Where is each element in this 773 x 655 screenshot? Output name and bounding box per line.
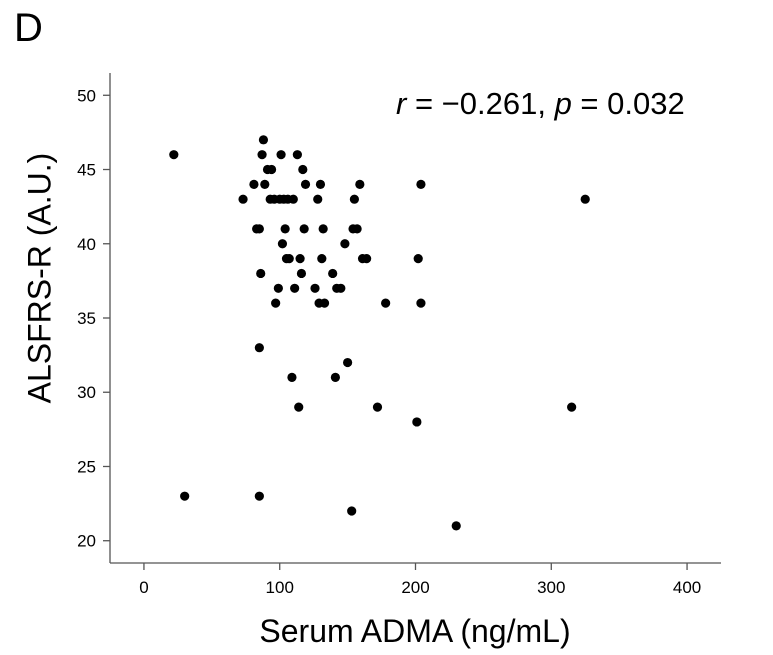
data-point bbox=[169, 150, 179, 160]
data-point bbox=[319, 298, 330, 308]
data-point bbox=[416, 298, 426, 308]
data-point bbox=[298, 164, 308, 175]
data-point bbox=[256, 268, 266, 279]
data-point bbox=[349, 194, 359, 204]
data-point bbox=[340, 239, 350, 249]
data-point bbox=[287, 372, 297, 382]
data-point bbox=[258, 135, 269, 145]
x-tick-label: 400 bbox=[673, 578, 701, 597]
data-point bbox=[355, 179, 365, 189]
p-value: = 0.032 bbox=[571, 86, 685, 121]
y-tick-label: 35 bbox=[77, 309, 96, 328]
r-value: = −0.261, bbox=[406, 86, 555, 121]
data-point bbox=[300, 179, 311, 189]
data-point bbox=[273, 283, 283, 293]
data-point bbox=[257, 150, 267, 160]
data-point bbox=[276, 150, 286, 160]
data-point bbox=[254, 224, 264, 234]
data-point bbox=[266, 164, 277, 175]
data-point bbox=[412, 417, 422, 427]
data-point bbox=[295, 254, 305, 264]
data-point bbox=[317, 254, 327, 264]
data-point bbox=[310, 283, 320, 293]
data-point bbox=[347, 506, 357, 516]
data-point bbox=[330, 372, 340, 382]
data-point bbox=[284, 254, 294, 264]
data-point bbox=[313, 194, 323, 204]
data-point bbox=[580, 194, 590, 204]
y-tick-label: 45 bbox=[77, 161, 96, 180]
data-point bbox=[296, 268, 307, 279]
y-tick-label: 40 bbox=[77, 235, 96, 254]
data-point bbox=[290, 283, 300, 293]
data-point bbox=[372, 402, 383, 412]
data-point bbox=[416, 179, 426, 189]
data-point bbox=[299, 224, 309, 234]
x-tick-label: 0 bbox=[139, 578, 148, 597]
data-point bbox=[318, 224, 328, 234]
correlation-annotation: r = −0.261, p = 0.032 bbox=[396, 86, 685, 122]
panel-label: D bbox=[14, 6, 43, 50]
data-point bbox=[343, 357, 353, 368]
data-point bbox=[238, 194, 248, 204]
y-tick-label: 30 bbox=[77, 383, 96, 402]
data-point bbox=[294, 402, 304, 412]
data-point bbox=[315, 179, 326, 189]
x-tick-label: 100 bbox=[266, 578, 294, 597]
y-tick-label: 20 bbox=[77, 532, 96, 551]
data-point bbox=[567, 402, 577, 412]
data-point bbox=[413, 254, 423, 264]
data-point bbox=[451, 521, 461, 531]
data-point bbox=[328, 268, 338, 279]
data-point bbox=[249, 179, 259, 189]
p-symbol: p bbox=[554, 86, 572, 121]
data-point bbox=[336, 283, 346, 293]
data-point bbox=[288, 194, 298, 204]
data-point bbox=[292, 150, 302, 160]
data-point bbox=[254, 343, 264, 353]
data-point bbox=[362, 254, 372, 264]
data-point bbox=[254, 491, 264, 501]
data-point bbox=[260, 179, 270, 189]
data-point bbox=[352, 224, 362, 234]
data-point bbox=[180, 491, 190, 501]
x-tick-label: 200 bbox=[401, 578, 429, 597]
data-point bbox=[280, 224, 290, 234]
y-tick-label: 50 bbox=[77, 86, 96, 105]
data-point bbox=[381, 298, 391, 308]
data-point bbox=[271, 298, 281, 308]
y-tick-label: 25 bbox=[77, 457, 96, 476]
data-point bbox=[277, 239, 288, 249]
x-tick-label: 300 bbox=[537, 578, 565, 597]
x-axis-label: Serum ADMA (ng/mL) bbox=[259, 613, 571, 649]
r-symbol: r bbox=[396, 86, 407, 121]
